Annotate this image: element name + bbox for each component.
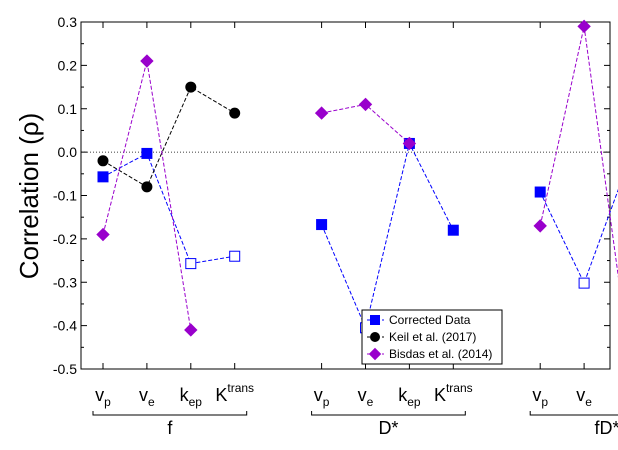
x-category-label: ve [576, 385, 592, 409]
y-tick-label: 0.3 [58, 14, 78, 30]
legend-label: Bisdas et al. (2014) [389, 347, 492, 361]
data-point [447, 224, 459, 236]
y-tick-label: -0.2 [53, 231, 77, 247]
x-category-label: ve [139, 385, 155, 409]
x-category-label: ve [358, 385, 374, 409]
y-tick-label: 0.1 [58, 101, 78, 117]
data-point [314, 106, 329, 120]
legend-marker [370, 332, 380, 342]
data-point [229, 107, 241, 119]
y-tick-label: 0.2 [58, 57, 78, 73]
series-line [102, 152, 235, 265]
data-point [229, 250, 241, 262]
y-tick-label: -0.5 [53, 361, 77, 377]
x-axis-labels: vpvekepKtransvpvekepKtransvpvekepKtransf… [92, 381, 618, 438]
series-line [539, 26, 618, 278]
legend-box [361, 309, 503, 365]
group-label: D* [378, 418, 398, 438]
x-category-label: vp [532, 385, 548, 409]
series-line [102, 60, 192, 331]
x-category-label: kep [398, 385, 421, 409]
x-category-label: Ktrans [215, 381, 254, 405]
data-point [578, 277, 590, 289]
x-category-label: Ktrans [434, 381, 473, 405]
x-category-label: kep [617, 385, 618, 409]
data-point [141, 181, 153, 193]
group-bracket [311, 411, 466, 416]
data-point [533, 219, 547, 233]
data-point [140, 54, 154, 68]
series-line [102, 86, 235, 188]
data-point [577, 19, 591, 34]
y-tick-label: -0.3 [53, 274, 77, 290]
y-axis-ticks: -0.5 -0.4 -0.3 -0.2 -0.1 0.0 0.1 0.2 0.3 [53, 14, 610, 377]
data-point [534, 186, 546, 198]
plot-frame-layer [80, 21, 611, 370]
series-line [539, 188, 618, 285]
x-category-label: kep [180, 385, 203, 409]
group-bracket [92, 411, 248, 416]
series-diamond [96, 19, 618, 337]
legend-marker [368, 347, 382, 361]
y-axis-title: Correlation (ρ) [14, 113, 44, 280]
x-category-label: vp [314, 385, 330, 409]
series-circle [97, 81, 241, 193]
plot-frame [80, 21, 611, 370]
y-tick-label: -0.4 [53, 318, 77, 334]
legend-label: Keil et al. (2017) [389, 330, 476, 344]
data-point [316, 219, 328, 231]
y-tick-label: -0.1 [53, 188, 77, 204]
data-point [96, 227, 110, 242]
data-point [185, 258, 197, 270]
legend-marker [370, 315, 380, 325]
data-point [184, 323, 198, 337]
legend-label: Corrected Data [389, 313, 471, 327]
data-point [97, 155, 109, 167]
y-tick-label: 0.0 [58, 144, 78, 160]
series-layer [96, 19, 618, 337]
group-label: fD* [595, 418, 618, 438]
legend: Corrected Data Keil et al. (2017) Bisdas e… [361, 309, 503, 365]
x-category-label: vp [95, 385, 111, 409]
data-point [97, 171, 109, 183]
group-bracket [529, 411, 618, 416]
series-square [97, 137, 618, 334]
group-label: f [167, 418, 173, 438]
data-point [402, 136, 417, 151]
series-line [321, 142, 454, 330]
data-point [141, 147, 153, 159]
data-point [185, 81, 197, 93]
data-point [358, 97, 373, 112]
